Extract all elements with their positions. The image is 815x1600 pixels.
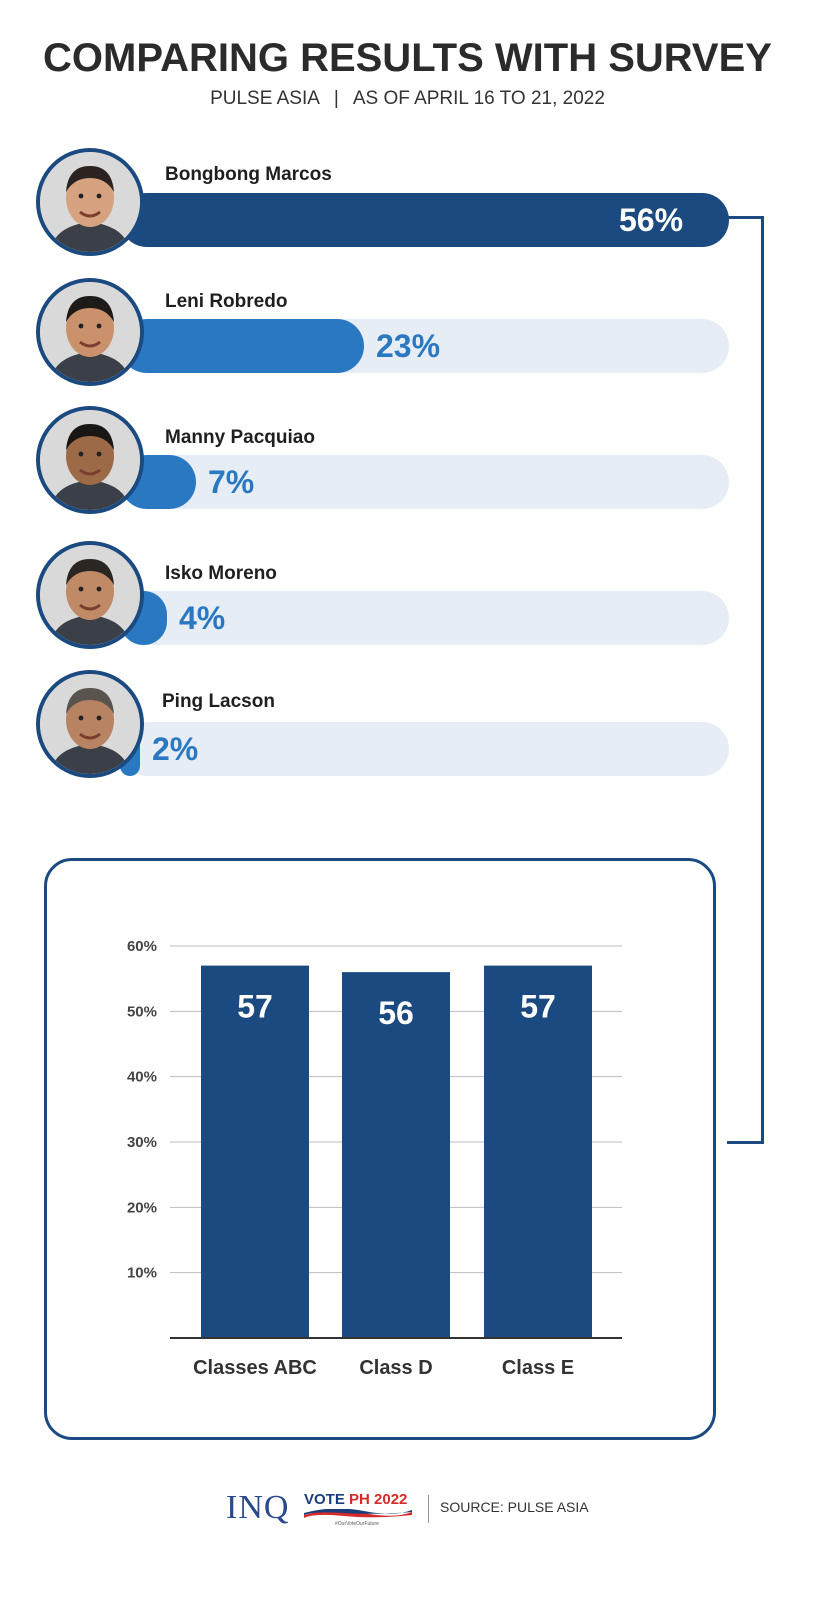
x-category-label: Class D	[359, 1357, 432, 1379]
bar-fill	[120, 319, 364, 373]
vote-ph-logo: VOTE PH 2022	[304, 1491, 407, 1508]
y-tick-label: 10%	[127, 1265, 157, 1282]
y-tick-label: 50%	[127, 1003, 157, 1020]
portrait-icon	[40, 282, 140, 382]
candidate-name: Manny Pacquiao	[165, 427, 315, 448]
portrait-icon	[40, 152, 140, 252]
portrait-icon	[40, 410, 140, 510]
class-bar	[484, 965, 592, 1338]
vote-tagline: #OurVoteOurFuture	[335, 1521, 379, 1527]
page-title: COMPARING RESULTS WITH SURVEY	[43, 36, 772, 80]
page-subtitle: PULSE ASIA | AS OF APRIL 16 TO 21, 2022	[0, 88, 815, 110]
bar-value-label: 56	[378, 995, 414, 1031]
footer: INQ VOTE PH 2022 #OurVoteOurFuture SOURC…	[0, 1485, 815, 1535]
candidate-row: 4% Isko Moreno	[0, 0, 815, 649]
class-breakdown-panel: 10% 20% 30% 40% 50% 60% 57 Classes ABC 56 Class D…	[44, 858, 716, 1440]
subtitle-separator: |	[333, 88, 339, 109]
y-tick-label: 40%	[127, 1069, 157, 1086]
subtitle-source: PULSE ASIA	[210, 88, 320, 109]
vote-text: VOTE	[304, 1491, 345, 1508]
percent-label: 2%	[152, 731, 199, 767]
percent-label: 23%	[376, 328, 441, 364]
class-bar	[342, 972, 450, 1338]
percent-label: 4%	[179, 600, 226, 636]
candidate-photo	[36, 541, 144, 649]
y-tick-label: 30%	[127, 1134, 157, 1151]
footer-divider	[428, 1495, 429, 1523]
bar-track	[120, 193, 729, 247]
connector-line	[727, 216, 764, 1144]
candidate-row: 23% Leni Robredo	[0, 0, 815, 386]
x-category-label: Class E	[502, 1357, 574, 1379]
x-category-label: Classes ABC	[193, 1357, 317, 1379]
candidate-row: 2% Ping Lacson	[0, 0, 815, 778]
candidate-photo	[36, 670, 144, 778]
portrait-icon	[40, 545, 140, 645]
candidate-row: 7% Manny Pacquiao	[0, 0, 815, 514]
portrait-icon	[40, 674, 140, 774]
candidate-name: Ping Lacson	[162, 691, 275, 712]
candidate-row: 56% Bongbong Marcos	[0, 0, 815, 256]
bar-value-label: 57	[520, 989, 556, 1025]
class-bar-chart: 10% 20% 30% 40% 50% 60% 57 Classes ABC 56 Class D…	[127, 938, 622, 1379]
bar-value-label: 57	[237, 989, 273, 1025]
bar-track	[120, 455, 729, 509]
candidate-photo	[36, 278, 144, 386]
bar-track	[120, 722, 729, 776]
candidate-name: Isko Moreno	[165, 563, 277, 584]
y-tick-label: 20%	[127, 1199, 157, 1216]
vote-highlight: PH 2022	[349, 1491, 408, 1508]
y-tick-label: 60%	[127, 938, 157, 955]
candidate-photo	[36, 148, 144, 256]
percent-label: 56%	[619, 202, 684, 238]
candidate-photo	[36, 406, 144, 514]
percent-label: 7%	[208, 464, 255, 500]
candidate-name: Bongbong Marcos	[165, 164, 332, 185]
class-bar	[201, 965, 309, 1338]
source-note: SOURCE: PULSE ASIA	[440, 1499, 589, 1515]
flag-swoosh-icon	[304, 1509, 412, 1518]
subtitle-date: AS OF APRIL 16 TO 21, 2022	[352, 88, 605, 109]
candidate-name: Leni Robredo	[165, 291, 288, 312]
inq-logo: INQ	[226, 1489, 290, 1526]
bar-track	[120, 591, 729, 645]
